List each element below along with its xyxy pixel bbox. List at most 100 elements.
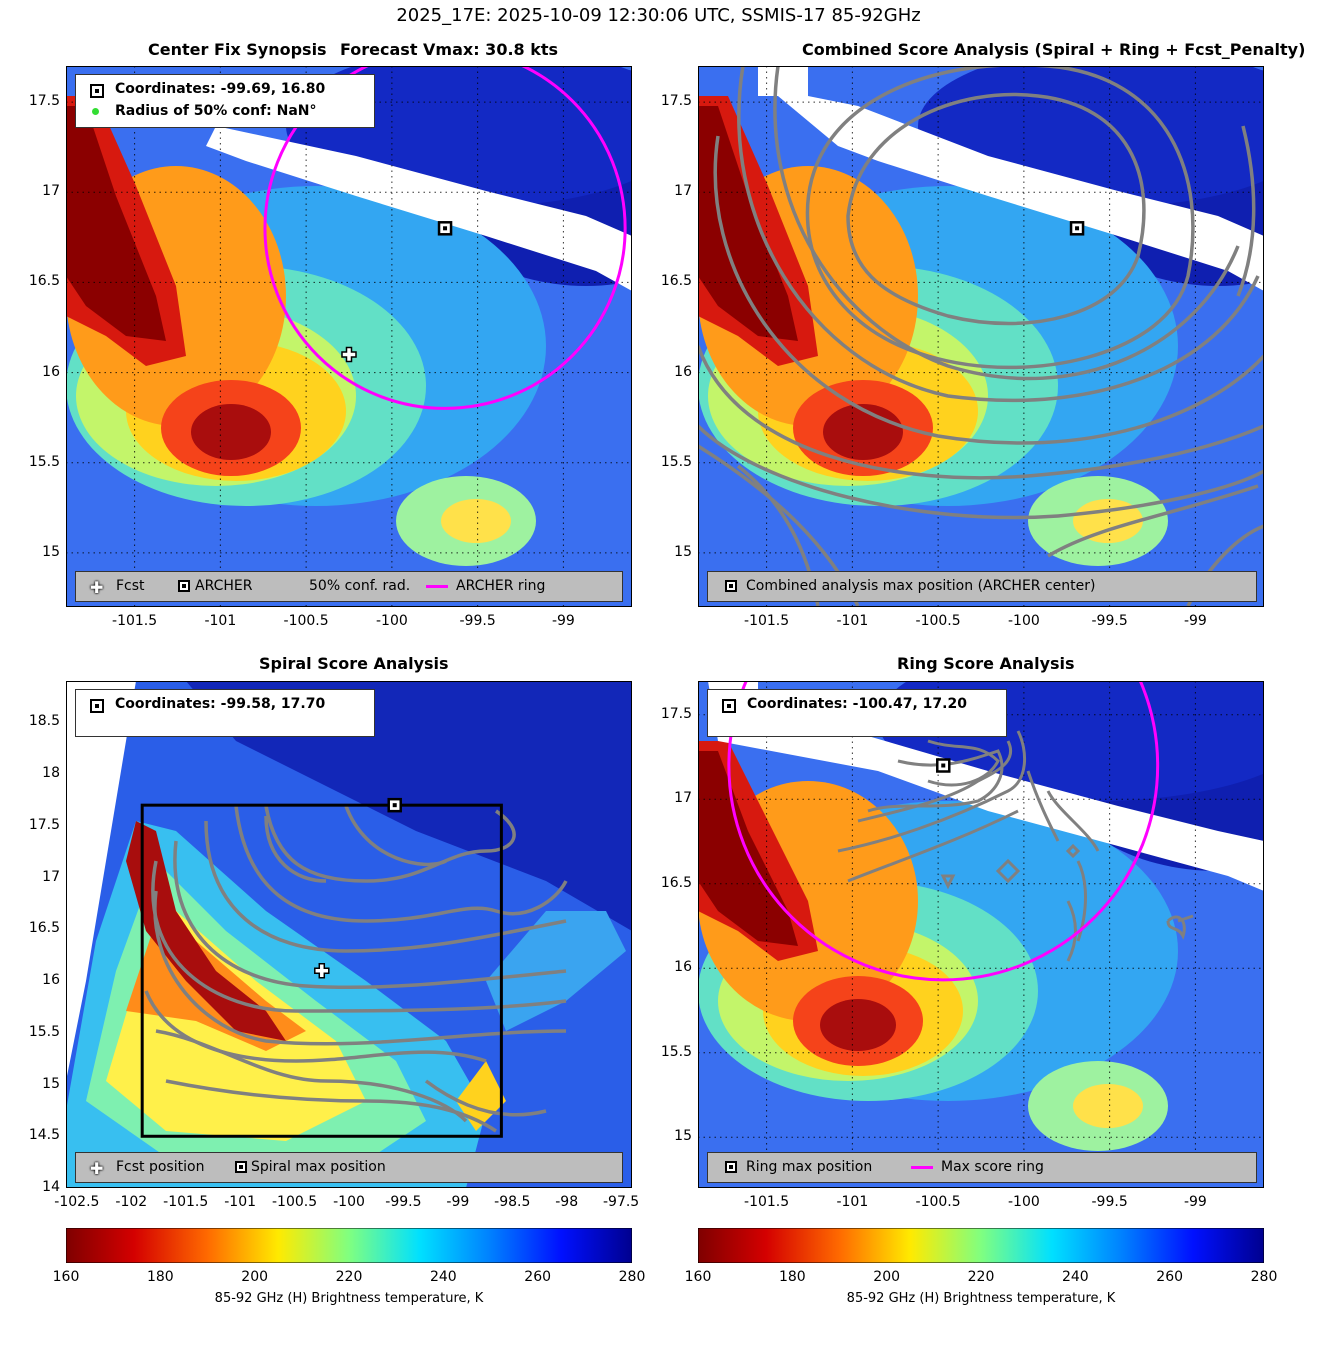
x-tick-label: -99 [1183, 613, 1207, 629]
panel-tl-coords-legend: Coordinates: -99.69, 16.80 Radius of 50%… [75, 74, 375, 128]
ring-score-contours [837, 730, 1194, 962]
colorbar-tick-label: 200 [873, 1269, 901, 1285]
legend-max-score-ring-label: Max score ring [941, 1159, 1044, 1175]
x-tick-label: -99.5 [459, 613, 496, 629]
y-tick-label: 15.5 [660, 1043, 692, 1060]
y-tick-label: 17 [674, 790, 692, 807]
legend-spiral-max-label: Spiral max position [251, 1159, 386, 1175]
forecast-marker [314, 962, 330, 979]
magenta-line-icon [426, 585, 448, 588]
x-tick-label: -100 [1007, 1194, 1040, 1210]
archer-square-icon [178, 580, 190, 592]
y-tick-label: 17 [42, 868, 60, 885]
x-tick-label: -99 [551, 613, 575, 629]
y-tick-label: 16.5 [660, 874, 692, 891]
x-tick-label: -98 [555, 1194, 579, 1210]
y-tick-label: 17.5 [28, 816, 60, 833]
legend-combined-max-label: Combined analysis max position (ARCHER c… [746, 578, 1096, 594]
colorbar-tick-label: 160 [684, 1269, 712, 1285]
legend-archer-label: ARCHER [195, 578, 253, 594]
y-tick-label: 17 [42, 183, 60, 200]
ring-max-marker [936, 758, 951, 773]
y-tick-label: 17.5 [660, 93, 692, 110]
y-tick-label: 16.5 [660, 273, 692, 290]
legend-fcst-position-label: Fcst position [116, 1159, 205, 1175]
y-tick-label: 15.5 [660, 453, 692, 470]
y-tick-label: 17 [674, 183, 692, 200]
x-tick-label: -98.5 [494, 1194, 531, 1210]
panel-bl-bottom-legend: ✚ Fcst position Spiral max position [75, 1152, 623, 1183]
y-tick-label: 16 [42, 363, 60, 380]
x-tick-label: -99 [1183, 1194, 1207, 1210]
panel-br-coordinates-text: Coordinates: -100.47, 17.20 [747, 696, 967, 712]
x-tick-label: -101 [224, 1194, 257, 1210]
y-tick-label: 16.5 [28, 920, 60, 937]
y-tick-label: 15 [674, 1128, 692, 1145]
panel-tl-subtitle: Forecast Vmax: 30.8 kts [340, 40, 559, 59]
x-tick-label: -102.5 [54, 1194, 100, 1210]
figure-title: 2025_17E: 2025-10-09 12:30:06 UTC, SSMIS… [396, 5, 921, 26]
panel-tl-bottom-legend: ✚ Fcst ARCHER 50% conf. rad. ARCHER ring [75, 571, 623, 602]
colorbar-tick-label: 220 [967, 1269, 995, 1285]
x-tick-label: -101.5 [112, 613, 158, 629]
y-tick-label: 15.5 [28, 1023, 60, 1040]
ring-max-square-icon [722, 699, 736, 713]
forecast-plus-icon: ✚ [90, 578, 104, 597]
colorbar-right-label: 85-92 GHz (H) Brightness temperature, K [846, 1291, 1116, 1306]
colorbar-tick-label: 200 [241, 1269, 269, 1285]
y-tick-label: 16 [42, 972, 60, 989]
x-tick-label: -101 [836, 613, 869, 629]
y-tick-label: 17.5 [28, 93, 60, 110]
green-dot-icon [92, 108, 99, 115]
panel-tl-title: Center Fix Synopsis [148, 40, 327, 59]
spiral-score-contours [144, 805, 568, 1133]
colorbar-left [66, 1228, 632, 1263]
ring-max-square-icon [725, 1161, 737, 1173]
y-tick-label: 14.5 [28, 1127, 60, 1144]
legend-conf-label: 50% conf. rad. [309, 578, 411, 594]
x-tick-label: -99 [446, 1194, 470, 1210]
panel-tl-coordinates-text: Coordinates: -99.69, 16.80 [115, 81, 326, 97]
colorbar-tick-label: 260 [524, 1269, 552, 1285]
colorbar-left-label: 85-92 GHz (H) Brightness temperature, K [214, 1291, 484, 1306]
score-ring [727, 681, 1160, 982]
score-ring [263, 66, 627, 410]
x-tick-label: -100 [333, 1194, 365, 1210]
x-tick-label: -100.5 [915, 1194, 961, 1210]
colorbar-tick-label: 180 [146, 1269, 174, 1285]
panel-tr-title: Combined Score Analysis (Spiral + Ring +… [802, 40, 1306, 59]
y-tick-label: 18 [42, 765, 60, 782]
x-tick-label: -100 [375, 613, 408, 629]
x-tick-label: -101.5 [744, 1194, 790, 1210]
y-tick-label: 17.5 [660, 705, 692, 722]
y-tick-label: 15 [42, 543, 60, 560]
x-tick-label: -100.5 [271, 1194, 318, 1210]
y-tick-label: 18.5 [28, 713, 60, 730]
legend-fcst-label: Fcst [116, 578, 145, 594]
x-tick-label: -101 [204, 613, 237, 629]
colorbar-tick-label: 240 [429, 1269, 457, 1285]
x-tick-label: -99.5 [1091, 613, 1128, 629]
spiral-max-square-icon [235, 1161, 247, 1173]
panel-br-coords-legend: Coordinates: -100.47, 17.20 [707, 689, 1007, 737]
x-tick-label: -100.5 [915, 613, 961, 629]
y-tick-label: 15.5 [28, 453, 60, 470]
combined-max-marker [1069, 221, 1085, 236]
colorbar-tick-label: 280 [618, 1269, 646, 1285]
x-tick-label: -99.5 [385, 1194, 422, 1210]
forecast-marker [341, 346, 357, 363]
y-tick-label: 16 [674, 363, 692, 380]
y-tick-label: 14 [42, 1179, 60, 1195]
y-tick-label: 15 [674, 543, 692, 560]
magenta-line-icon [911, 1166, 933, 1169]
x-tick-label: -99.5 [1091, 1194, 1128, 1210]
y-tick-label: 16.5 [28, 273, 60, 290]
panel-bl-title: Spiral Score Analysis [259, 654, 449, 673]
panel-br-plot [698, 681, 1264, 1188]
spiral-max-square-icon [90, 699, 104, 713]
colorbar-tick-label: 260 [1156, 1269, 1184, 1285]
x-tick-label: -100.5 [283, 613, 329, 629]
colorbar-tick-label: 240 [1061, 1269, 1089, 1285]
archer-square-icon [90, 84, 104, 98]
panel-br-bottom-legend: Ring max position Max score ring [707, 1152, 1257, 1183]
